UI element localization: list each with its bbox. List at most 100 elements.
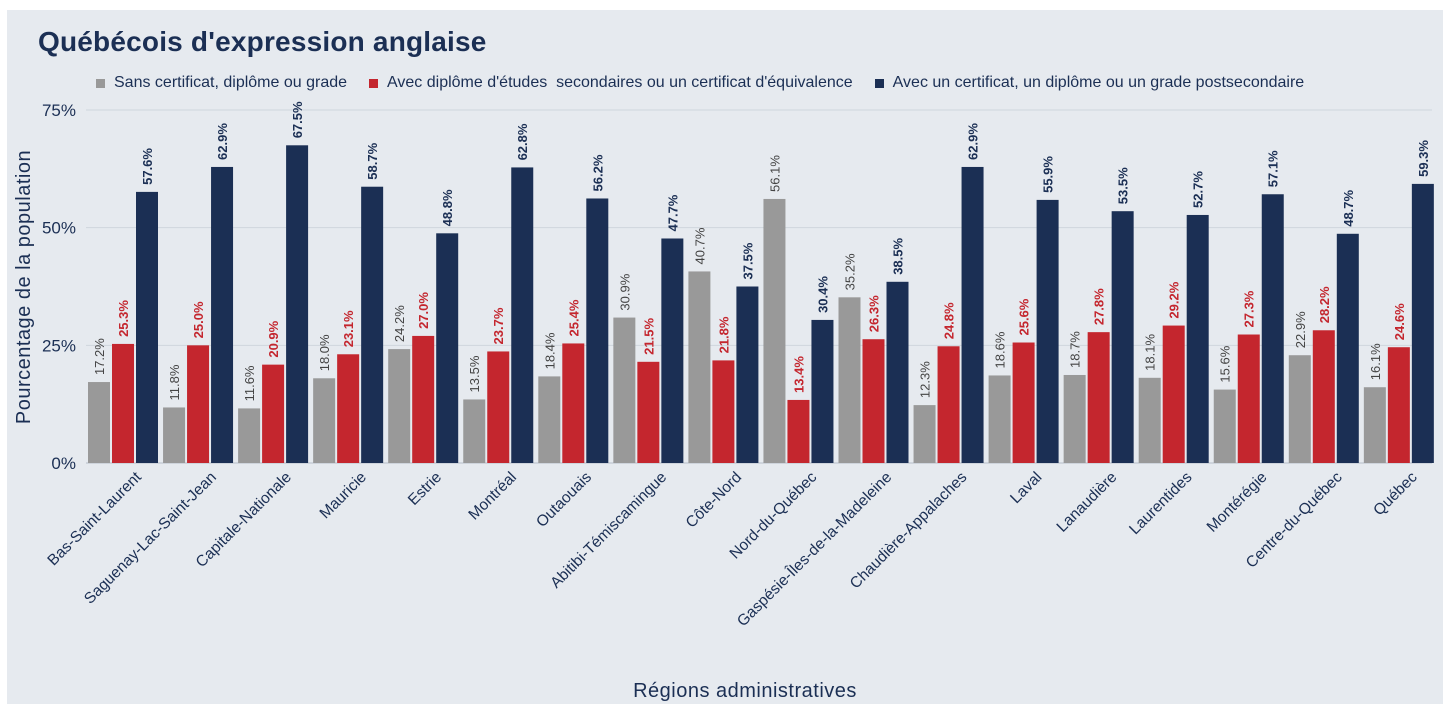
- bar-2: [937, 346, 960, 463]
- bar-1: [313, 378, 336, 463]
- bar-2: [1012, 342, 1035, 463]
- bar-3: [1036, 199, 1059, 463]
- legend-item: Sans certificat, diplôme ou grade: [96, 74, 347, 92]
- bar-3: [136, 191, 158, 463]
- bar-2: [337, 354, 360, 463]
- data-label: 30.9%: [617, 273, 632, 310]
- bar-2: [862, 339, 885, 463]
- data-label: 25.3%: [116, 300, 131, 337]
- bar-2: [1087, 332, 1110, 463]
- data-label: 25.4%: [566, 299, 581, 336]
- bar-2: [712, 360, 735, 463]
- x-tick-label: Saguenay-Lac-Saint-Jean: [81, 469, 220, 608]
- data-label: 48.8%: [440, 189, 455, 226]
- legend-label: Sans certificat, diplôme ou grade: [114, 74, 348, 91]
- bar-1: [988, 375, 1011, 463]
- legend-swatch: [96, 78, 105, 88]
- data-label: 20.9%: [266, 320, 281, 357]
- x-tick-label: Québec: [1370, 469, 1421, 520]
- data-label: 24.8%: [942, 302, 957, 339]
- bar-1: [538, 376, 561, 463]
- data-label: 62.9%: [215, 123, 230, 160]
- bar-1: [1288, 355, 1311, 463]
- x-tick-label: Montérégie: [1204, 469, 1271, 536]
- data-label: 26.3%: [867, 295, 882, 332]
- bar-2: [412, 335, 435, 463]
- legend-label: Avec diplôme d'études secondaires ou un …: [387, 74, 853, 91]
- y-tick-label: 50%: [42, 219, 76, 238]
- x-axis-title: Régions administratives: [633, 680, 857, 702]
- data-label: 22.9%: [1293, 311, 1308, 348]
- bar-3: [286, 145, 309, 464]
- data-label: 23.7%: [491, 307, 506, 344]
- bar-3: [1186, 214, 1209, 463]
- data-label: 27.3%: [1242, 290, 1257, 327]
- bar-2: [112, 343, 134, 463]
- data-label: 56.1%: [767, 155, 782, 192]
- bar-1: [1213, 389, 1236, 463]
- data-label: 11.8%: [167, 364, 182, 400]
- bar-3: [1111, 211, 1134, 463]
- data-label: 29.2%: [1167, 281, 1182, 318]
- y-tick-label: 0%: [51, 454, 76, 473]
- bar-3: [1336, 233, 1359, 463]
- data-label: 55.9%: [1041, 156, 1056, 193]
- chart-legend: Sans certificat, diplôme ou grade Avec di…: [96, 72, 1326, 94]
- data-label: 57.6%: [140, 148, 155, 185]
- data-label: 13.4%: [791, 356, 806, 393]
- bar-2: [262, 364, 285, 463]
- bar-3: [511, 167, 534, 463]
- data-label: 57.1%: [1266, 150, 1281, 187]
- bar-1: [763, 198, 786, 463]
- bar-3: [211, 166, 234, 463]
- x-tick-label: Outaouais: [533, 469, 595, 531]
- data-label: 30.4%: [815, 276, 830, 313]
- data-label: 12.3%: [918, 361, 933, 398]
- x-tick-label: Montréal: [465, 469, 520, 524]
- y-tick-label: 75%: [42, 101, 76, 120]
- legend-item: Avec un certificat, un diplôme ou un gra…: [874, 74, 1305, 92]
- chart-title: Québécois d'expression anglaise: [38, 26, 487, 57]
- legend-swatch: [369, 78, 379, 88]
- bar-3: [961, 166, 984, 463]
- data-label: 18.4%: [542, 332, 557, 369]
- data-label: 18.7%: [1068, 331, 1083, 368]
- data-label: 52.7%: [1191, 171, 1206, 208]
- data-label: 28.2%: [1317, 286, 1332, 323]
- data-label: 13.5%: [467, 355, 482, 392]
- data-label: 23.1%: [341, 310, 356, 347]
- data-label: 17.2%: [92, 338, 107, 375]
- data-label: 37.5%: [740, 242, 755, 279]
- bar-1: [163, 407, 186, 463]
- bar-2: [1387, 347, 1410, 463]
- x-tick-label: Estrie: [405, 469, 445, 509]
- data-label: 25.0%: [191, 301, 206, 338]
- bar-3: [361, 186, 384, 463]
- bar-3: [1261, 194, 1284, 463]
- data-label: 18.0%: [317, 334, 332, 371]
- legend-label: Avec un certificat, un diplôme ou un gra…: [892, 74, 1305, 91]
- bar-2: [562, 343, 585, 463]
- data-label: 21.5%: [641, 318, 656, 355]
- bar-2: [1312, 330, 1335, 463]
- x-tick-label: Mauricie: [317, 469, 370, 522]
- bar-2: [787, 399, 810, 463]
- bar-2: [637, 361, 660, 463]
- data-label: 11.6%: [242, 365, 257, 401]
- bar-2: [1162, 325, 1185, 463]
- data-label: 67.5%: [290, 101, 305, 138]
- x-tick-label: Laurentides: [1126, 469, 1195, 538]
- data-label: 62.9%: [966, 123, 981, 160]
- bar-1: [388, 349, 411, 463]
- x-tick-label: Laval: [1007, 469, 1045, 507]
- data-label: 15.6%: [1218, 345, 1233, 382]
- data-label: 62.8%: [515, 123, 530, 160]
- data-label: 38.5%: [891, 237, 906, 274]
- bar-1: [1363, 387, 1386, 463]
- y-axis-title: Pourcentage de la population: [13, 150, 35, 424]
- x-tick-label: Gaspésie-Îles-de-la-Madeleine: [734, 469, 895, 630]
- x-tick-label: Côte-Nord: [683, 469, 746, 532]
- legend-swatch: [874, 78, 884, 88]
- y-tick-label: 25%: [42, 336, 76, 355]
- bar-2: [1237, 334, 1260, 463]
